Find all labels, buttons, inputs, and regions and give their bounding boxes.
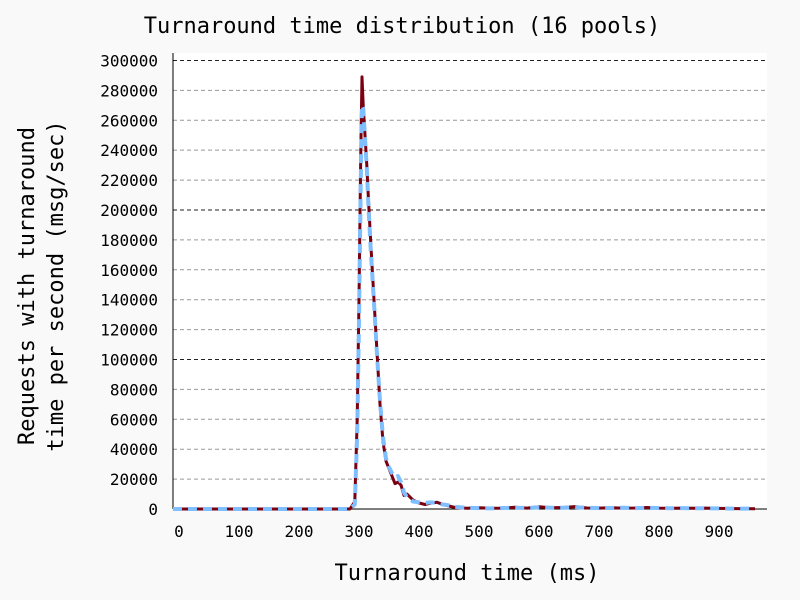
x-tick-label: 500 <box>465 522 494 541</box>
y-tick-label: 300000 <box>100 51 158 70</box>
y-tick-label: 40000 <box>110 440 158 459</box>
x-axis-title: Turnaround time (ms) <box>335 561 600 586</box>
x-tick-label: 300 <box>345 522 374 541</box>
y-tick-label: 60000 <box>110 410 158 429</box>
x-tick-label: 100 <box>225 522 254 541</box>
x-tick-label: 900 <box>705 522 734 541</box>
chart-title: Turnaround time distribution (16 pools) <box>144 14 661 39</box>
y-tick-label: 100000 <box>100 350 158 369</box>
y-tick-label: 160000 <box>100 261 158 280</box>
series-line-2 <box>173 103 756 511</box>
y-tick-label: 240000 <box>100 141 158 160</box>
y-axis-title-line-1: Requests with turnaround <box>15 127 40 445</box>
series-lines <box>173 75 756 511</box>
y-tick-label: 140000 <box>100 291 158 310</box>
y-tick-label: 220000 <box>100 171 158 190</box>
y-axis-title-line-2: time per second (msg/sec) <box>44 120 69 451</box>
x-tick-label: 600 <box>525 522 554 541</box>
plot-area <box>173 53 767 509</box>
y-tick-label: 120000 <box>100 321 158 340</box>
y-tick-label: 180000 <box>100 231 158 250</box>
x-tick-label: 800 <box>645 522 674 541</box>
y-tick-label: 20000 <box>110 470 158 489</box>
x-tick-label: 400 <box>405 522 434 541</box>
y-tick-label: 280000 <box>100 81 158 100</box>
y-tick-label: 0 <box>148 500 158 519</box>
y-tick-label: 200000 <box>100 201 158 220</box>
gridlines <box>173 59 767 480</box>
y-tick-label: 260000 <box>100 111 158 130</box>
x-tick-label: 200 <box>285 522 314 541</box>
y-tick-labels: 0 20000 40000 60000 80000 100000 120000 140000 1… <box>100 51 158 519</box>
x-tick-label: 0 <box>174 522 184 541</box>
y-tick-label: 80000 <box>110 380 158 399</box>
x-tick-labels: 0 100 200 300 400 500 600 700 800 900 <box>174 522 733 541</box>
x-tick-label: 700 <box>585 522 614 541</box>
